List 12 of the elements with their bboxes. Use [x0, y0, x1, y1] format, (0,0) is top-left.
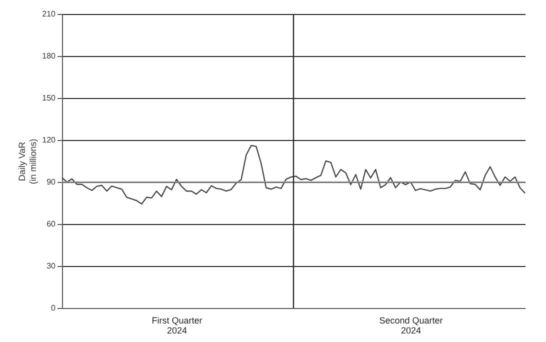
- x-tick-label: Second Quarter 2024: [379, 316, 443, 336]
- y-tick-label: 0: [51, 304, 56, 312]
- y-tick-label: 90: [46, 178, 56, 186]
- y-tick-label: 120: [42, 136, 56, 144]
- y-tick-label: 30: [46, 262, 56, 270]
- line-series: [61, 144, 526, 205]
- y-tick-label: 210: [42, 10, 56, 18]
- x-tick-label: First Quarter 2024: [152, 316, 202, 336]
- y-tick-label: 180: [42, 52, 56, 60]
- y-axis-title: Daily VaR (in millions): [17, 138, 38, 184]
- y-tick-label: 60: [46, 220, 56, 228]
- y-tick-label: 150: [42, 94, 56, 102]
